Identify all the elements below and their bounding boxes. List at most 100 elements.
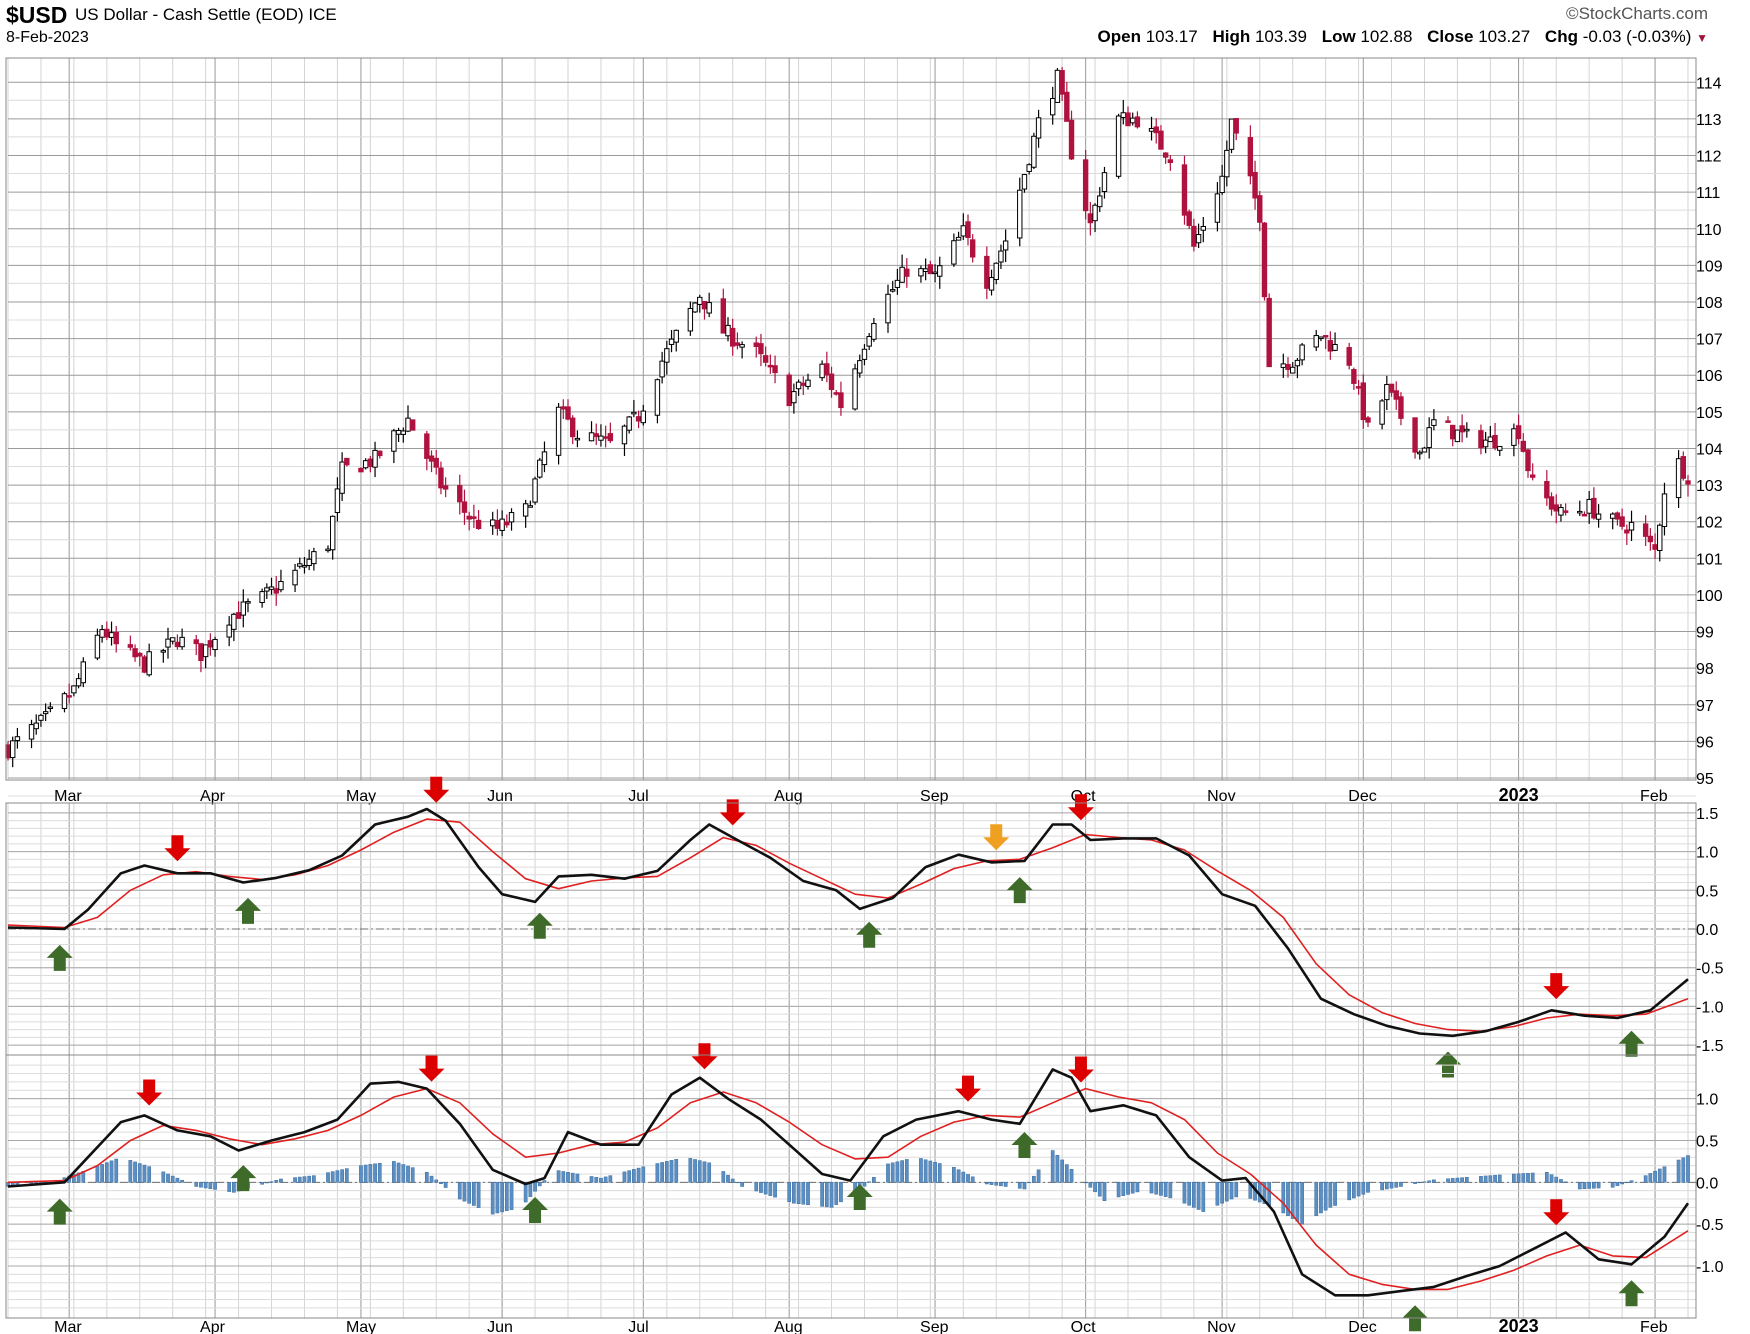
neutral-arrow-icon <box>983 824 1010 851</box>
candle-up <box>1577 510 1583 514</box>
candle-up <box>993 262 999 280</box>
candle-up <box>791 391 797 404</box>
indicator-tick-label: 1.0 <box>1696 1092 1718 1109</box>
x-tick-label: Dec <box>1348 788 1376 805</box>
histogram-bar <box>1130 1182 1135 1194</box>
histogram-bar <box>1549 1174 1554 1183</box>
histogram-bar <box>970 1176 975 1183</box>
buy-arrow-icon <box>856 921 883 948</box>
histogram-bar <box>1592 1182 1596 1189</box>
candle-up <box>998 250 1004 263</box>
candle-down <box>1647 535 1654 543</box>
candle-down <box>1562 510 1569 513</box>
x-tick-label: Feb <box>1640 788 1668 805</box>
candle-up <box>1595 513 1602 520</box>
candle-down <box>767 364 774 368</box>
buy-arrow-icon <box>522 1197 549 1224</box>
histogram-bar <box>1455 1177 1460 1183</box>
candle-up <box>165 638 171 648</box>
price-tick-label: 108 <box>1696 295 1723 312</box>
candle-down <box>720 298 726 334</box>
candle-up <box>871 323 877 340</box>
candle-up <box>1120 112 1126 118</box>
histogram-bar <box>1121 1182 1126 1196</box>
histogram-bar <box>1088 1182 1093 1188</box>
price-tick-label: 107 <box>1696 332 1723 349</box>
candle-down <box>198 643 204 661</box>
brand-link[interactable]: ©StockCharts.com <box>1566 4 1708 23</box>
histogram-bar <box>1417 1182 1422 1184</box>
price-tick-label: 110 <box>1696 222 1722 239</box>
sell-arrow-icon <box>423 776 450 803</box>
buy-arrow-icon <box>1618 1280 1645 1307</box>
histogram-bar <box>1267 1182 1272 1206</box>
histogram-bar <box>933 1161 937 1183</box>
histogram-bar <box>1620 1182 1624 1185</box>
histogram-bar <box>1676 1159 1681 1183</box>
histogram-bar <box>707 1162 712 1183</box>
x-tick-label: 2023 <box>1499 785 1539 805</box>
histogram-bar <box>76 1172 81 1183</box>
candle-down <box>786 374 792 407</box>
candle-up <box>170 637 176 642</box>
histogram-bar <box>655 1163 660 1183</box>
candle-up <box>80 661 86 684</box>
candle-up <box>706 302 712 314</box>
candle-up <box>885 293 891 324</box>
indicator-tick-label: 1.0 <box>1696 845 1718 862</box>
histogram-bar <box>462 1182 467 1202</box>
histogram-bar <box>923 1159 928 1183</box>
candle-up <box>687 307 694 332</box>
candle-up <box>890 289 896 292</box>
open-label: Open <box>1097 27 1141 46</box>
histogram-bar <box>622 1171 627 1183</box>
histogram-bar <box>1187 1182 1192 1206</box>
ppo-panel: 1.5 1.0 0.5 0.0 -0.5 -1.0 -1.5 <box>7 776 1724 1078</box>
candle-down <box>1257 195 1263 223</box>
sell-arrow-icon <box>1543 1199 1570 1226</box>
price-tick-label: 109 <box>1696 258 1723 275</box>
sell-arrow-icon <box>955 1075 981 1102</box>
candle-down <box>904 268 910 277</box>
histogram-bar <box>1022 1182 1027 1190</box>
candle-up <box>588 432 595 442</box>
x-tick-label-bottom: Nov <box>1207 1319 1235 1334</box>
candle-down <box>1153 126 1159 134</box>
histogram-bar <box>839 1182 843 1203</box>
candle-up <box>739 344 745 348</box>
histogram-bar <box>669 1160 674 1183</box>
candle-down <box>66 695 72 698</box>
candle-up <box>240 601 246 616</box>
histogram-bar <box>476 1182 481 1208</box>
buy-arrow-icon <box>526 912 553 939</box>
histogram-bar <box>180 1179 184 1183</box>
candle-down <box>466 515 472 520</box>
indicator-tick-label: -1.0 <box>1696 999 1724 1016</box>
candle-down <box>1261 222 1268 298</box>
histogram-bar <box>142 1164 147 1183</box>
histogram-bar <box>1366 1182 1370 1193</box>
histogram-bar <box>194 1182 199 1187</box>
histogram-bar <box>900 1160 904 1183</box>
x-tick-label-bottom: Jun <box>487 1319 513 1334</box>
histogram-bar <box>1201 1182 1206 1212</box>
candle-down <box>1134 116 1141 128</box>
histogram-bar <box>1032 1175 1036 1183</box>
candle-up <box>339 461 345 494</box>
histogram-bar <box>392 1161 396 1183</box>
histogram-bar <box>1384 1182 1389 1190</box>
histogram-bar <box>533 1182 537 1192</box>
candle-down <box>758 343 764 355</box>
histogram-bar <box>1333 1182 1337 1206</box>
histogram-bar <box>274 1180 279 1183</box>
chart-header: $USD US Dollar - Cash Settle (EOD) ICE 8… <box>0 0 1750 58</box>
buy-arrow-icon <box>46 944 73 971</box>
indicator-tick-label: 0.0 <box>1696 922 1718 939</box>
candle-down <box>1581 513 1588 517</box>
candle-down <box>1680 456 1686 479</box>
histogram-bar <box>1629 1180 1634 1183</box>
buy-arrow-icon <box>1618 1030 1645 1057</box>
candle-down <box>428 455 435 462</box>
candle-down <box>1322 335 1329 338</box>
